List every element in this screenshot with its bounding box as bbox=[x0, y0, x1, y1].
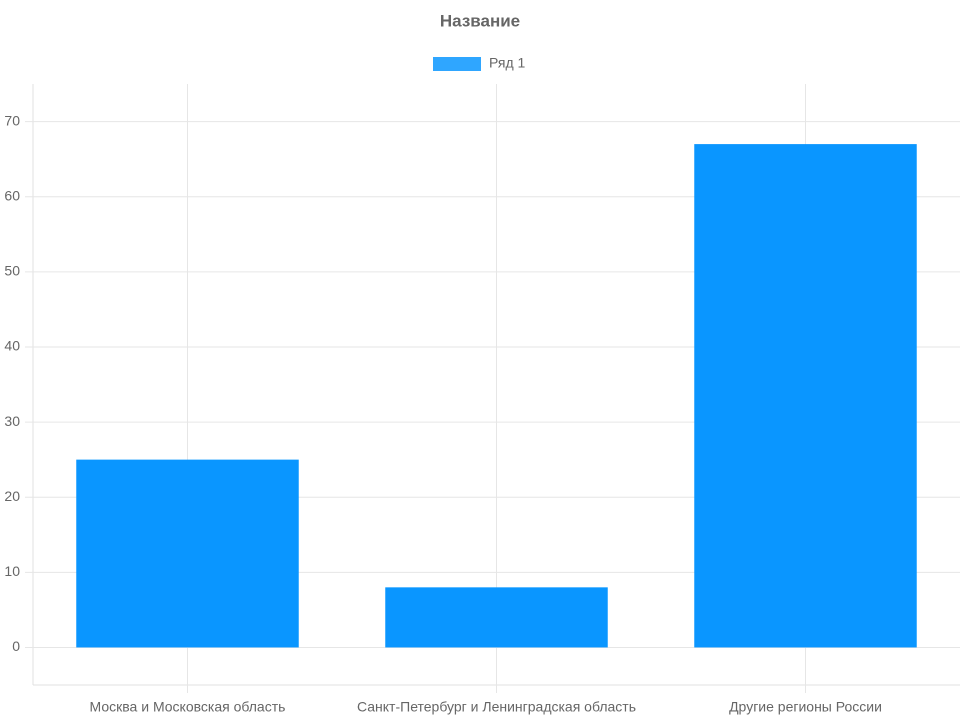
x-tick-label: Другие регионы России bbox=[729, 699, 882, 715]
bar bbox=[694, 144, 917, 648]
legend-label: Ряд 1 bbox=[489, 55, 526, 71]
y-tick-label: 30 bbox=[4, 413, 20, 429]
y-tick-label: 60 bbox=[4, 187, 20, 203]
y-tick-label: 0 bbox=[12, 638, 20, 654]
y-tick-label: 50 bbox=[4, 263, 20, 279]
bar bbox=[76, 459, 299, 648]
y-tick-label: 10 bbox=[4, 563, 20, 579]
y-tick-label: 40 bbox=[4, 338, 20, 354]
x-tick-label: Санкт-Петербург и Ленинградская область bbox=[357, 699, 636, 715]
y-tick-label: 70 bbox=[4, 112, 20, 128]
bar bbox=[385, 587, 608, 648]
x-tick-label: Москва и Московская область bbox=[90, 699, 286, 715]
chart-title: Название bbox=[440, 11, 520, 30]
legend-swatch bbox=[433, 57, 481, 71]
y-tick-label: 20 bbox=[4, 488, 20, 504]
